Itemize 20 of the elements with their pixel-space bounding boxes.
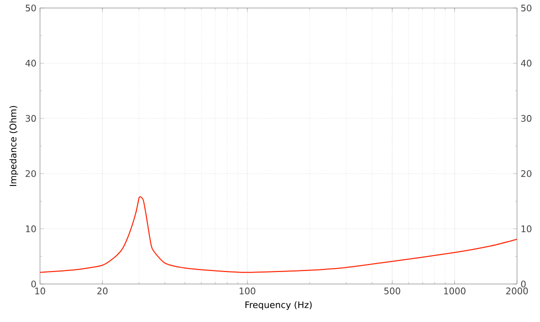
y2-tick-label: 40 [520, 60, 532, 67]
y-tick-label: 10 [26, 225, 36, 232]
y2-tick-label: 20 [521, 170, 532, 178]
y-tick-label: 50 [26, 4, 36, 12]
y-tick-label: 0 [31, 280, 36, 288]
y2-tick-label: 0 [521, 280, 526, 288]
y-tick-label: 40 [25, 60, 36, 67]
x-tick-label: 20 [97, 288, 108, 294]
x-tick-label: 100 [240, 288, 256, 294]
x-axis-title: Frequency (Hz) [245, 301, 312, 310]
x-tick-label: 1000 [444, 288, 466, 294]
x-tick-label: 2000 [506, 288, 528, 294]
y2-tick-label: 50 [521, 4, 532, 12]
x-tick-label: 10 [35, 288, 46, 294]
y-tick-label: 30 [26, 115, 36, 122]
x-tick-label: 500 [384, 288, 400, 294]
y-axis-title: Impedance (Ohm) [9, 106, 18, 186]
y2-tick-label: 30 [521, 115, 532, 122]
y2-tick-label: 10 [522, 225, 532, 232]
y-tick-label: 20 [26, 170, 36, 178]
